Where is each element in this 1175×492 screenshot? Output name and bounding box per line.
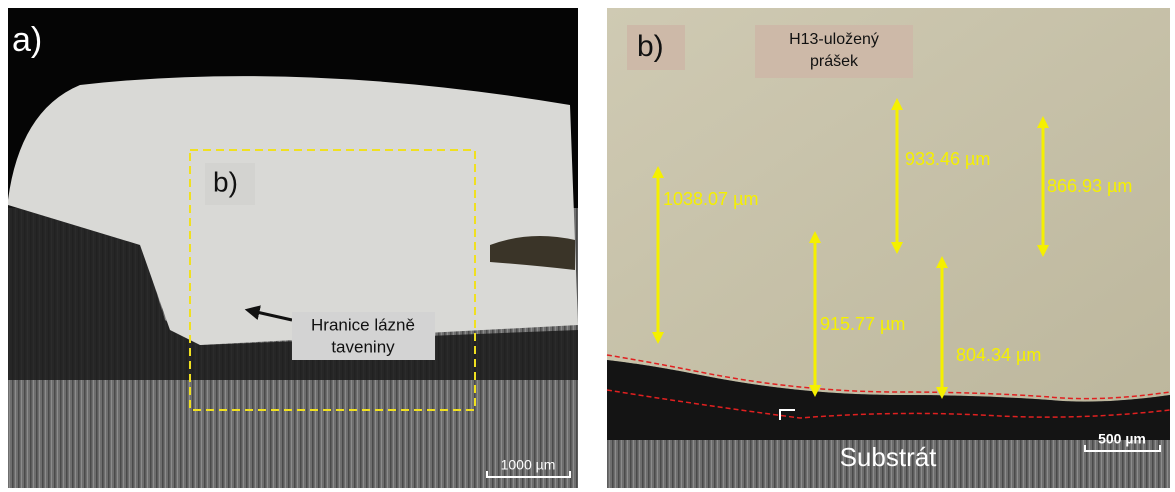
measurement: 1038.07 µm — [663, 189, 758, 209]
substrate-label: Substrát — [840, 442, 938, 472]
powder-label: H13-uložený — [789, 31, 879, 48]
scale-label: 500 µm — [1098, 431, 1146, 447]
measurement: 866.93 µm — [1047, 176, 1132, 196]
panel-label: b) — [637, 30, 664, 63]
measurement: 915.77 µm — [820, 314, 905, 334]
powder-label: prášek — [810, 53, 859, 70]
panel-a: a) b) Hranice lázně taveniny 1000 µm — [8, 8, 578, 488]
page: a) b) Hranice lázně taveniny 1000 µm b) … — [0, 0, 1175, 492]
panel-label: a) — [12, 21, 42, 59]
measurement: 804.34 µm — [956, 345, 1041, 365]
annotation: taveniny — [331, 337, 395, 356]
annotation: Hranice lázně — [311, 315, 415, 334]
figure: a) b) Hranice lázně taveniny 1000 µm b) … — [0, 0, 1175, 492]
measurement: 933.46 µm — [905, 149, 990, 169]
panel-b: b) H13-uložený prášek 1038.07 µm 933.46 … — [607, 8, 1170, 488]
scale-label: 1000 µm — [501, 457, 556, 473]
inset-label: b) — [213, 166, 238, 197]
